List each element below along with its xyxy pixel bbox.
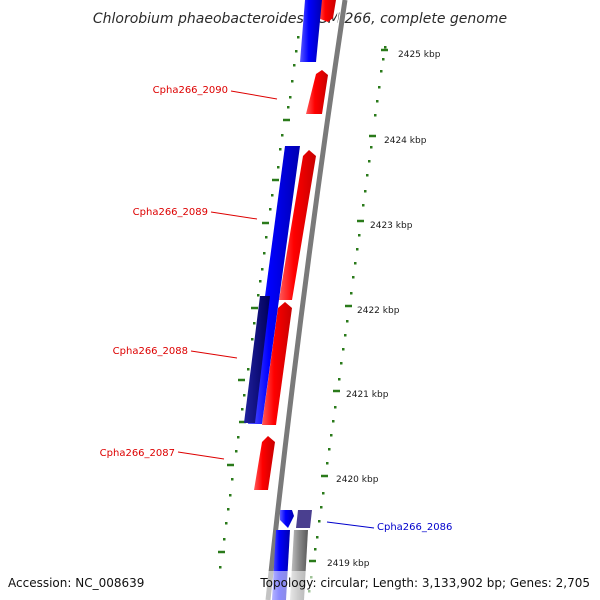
tick-label-2420: 2420 kbp (336, 475, 379, 485)
major-ticks (309, 48, 388, 563)
inner-dotted-ring (219, 36, 300, 569)
gene-label-cpha266-2087[interactable]: Cpha266_2087 (100, 448, 175, 459)
cds-cpha266-2088[interactable] (262, 302, 292, 425)
gene-label-cpha266-2089[interactable]: Cpha266_2089 (133, 207, 208, 218)
cds-cpha266-2089[interactable] (279, 150, 316, 300)
tick-label-2419: 2419 kbp (327, 559, 370, 569)
outer-dotted-ring (308, 46, 387, 593)
cds-forward-top[interactable] (318, 0, 336, 22)
forward-cds-track (254, 0, 336, 490)
cds-reverse-dark[interactable] (244, 296, 270, 423)
cds-cpha266-2090[interactable] (306, 70, 328, 114)
gene-label-cpha266-2090[interactable]: Cpha266_2090 (153, 85, 228, 96)
tick-label-2424: 2424 kbp (384, 136, 427, 146)
tick-label-2421: 2421 kbp (346, 390, 389, 400)
gene-label-cpha266-2086[interactable]: Cpha266_2086 (377, 522, 452, 533)
feature-purple[interactable] (296, 510, 312, 528)
cds-cpha266-2086-head[interactable] (280, 510, 294, 528)
gene-label-cpha266-2088[interactable]: Cpha266_2088 (113, 346, 188, 357)
tick-label-2423: 2423 kbp (370, 221, 413, 231)
genome-backbone (262, 0, 348, 600)
gene-labels: Cpha266_2090 Cpha266_2089 Cpha266_2088 C… (100, 85, 453, 533)
cds-cpha266-2087[interactable] (254, 436, 275, 490)
genome-summary-text: Topology: circular; Length: 3,133,902 bp… (259, 576, 590, 590)
genome-title: Chlorobium phaeobacteroides DSM 266, com… (93, 11, 507, 27)
tick-label-2422: 2422 kbp (357, 306, 400, 316)
tick-label-2425: 2425 kbp (398, 50, 441, 60)
cds-reverse-top[interactable] (300, 0, 322, 62)
footer-backdrop (0, 571, 600, 600)
accession-text: Accession: NC_008639 (8, 576, 144, 590)
